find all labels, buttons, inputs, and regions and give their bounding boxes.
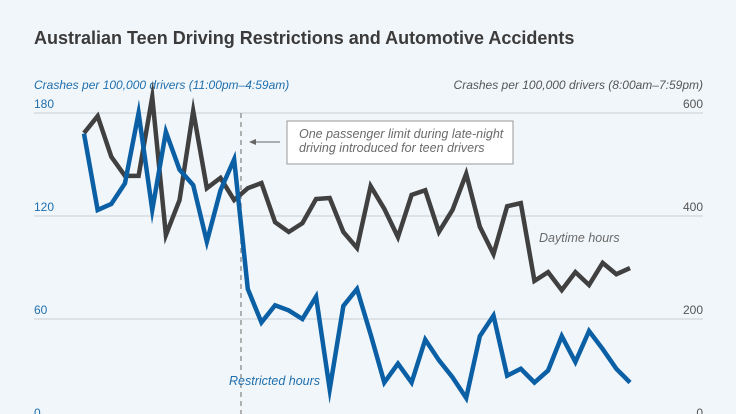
right-tick-label: 600 — [683, 97, 703, 111]
arrow-head-icon — [249, 139, 256, 145]
annotation-line-2: driving introduced for teen drivers — [299, 141, 485, 155]
series-label-restricted: Restricted hours — [229, 374, 320, 388]
annotation-line-1: One passenger limit during late-night — [299, 127, 504, 141]
left-tick-label: 120 — [34, 200, 54, 214]
left-tick-label: 60 — [34, 303, 48, 317]
right-tick-label: 400 — [683, 200, 703, 214]
series-label-daytime: Daytime hours — [539, 231, 620, 245]
left-axis-title: Crashes per 100,000 drivers (11:00pm–4:5… — [34, 78, 289, 92]
left-tick-label: 0 — [34, 406, 41, 414]
tick-labels: 0 0 60 200 120 400 180 600 — [34, 97, 703, 414]
gridlines — [34, 112, 703, 320]
right-axis-title: Crashes per 100,000 drivers (8:00am–7:59… — [454, 78, 703, 92]
chart-title: Australian Teen Driving Restrictions and… — [34, 28, 574, 48]
left-tick-label: 180 — [34, 97, 54, 111]
right-tick-label: 200 — [683, 303, 703, 317]
right-tick-label: 0 — [696, 406, 703, 414]
annotation-box: One passenger limit during late-night dr… — [249, 120, 514, 165]
